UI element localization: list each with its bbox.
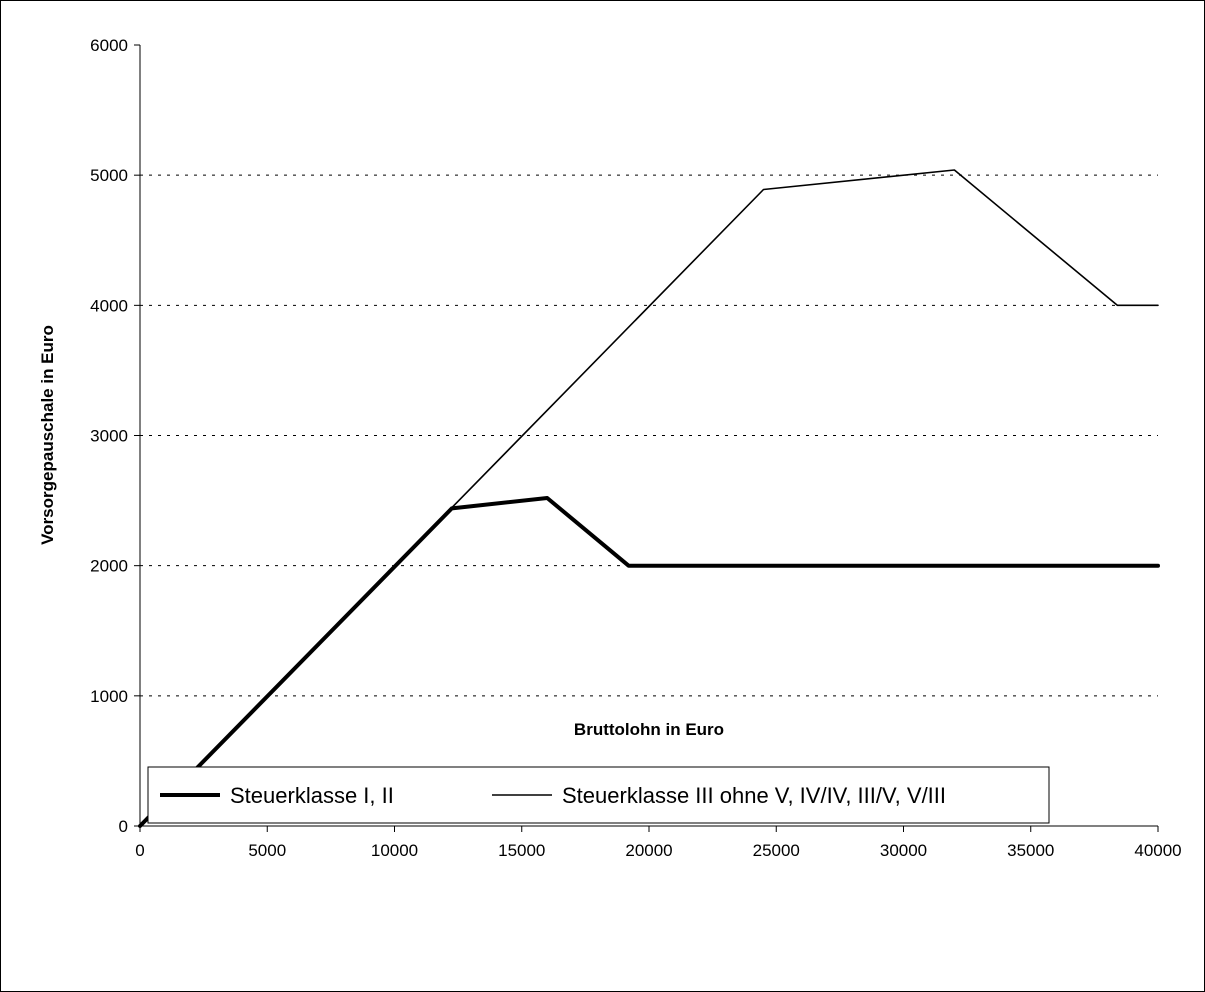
y-tick-label-5: 5000 xyxy=(90,166,128,185)
y-axis-title: Vorsorgepauschale in Euro xyxy=(38,325,57,545)
x-tick-label-5: 25000 xyxy=(753,841,800,860)
x-tick-label-0: 0 xyxy=(135,841,144,860)
x-ticks: 0 5000 10000 15000 20000 25000 30000 35000 40000 xyxy=(135,826,1181,860)
x-tick-label-6: 30000 xyxy=(880,841,927,860)
x-axis-title: Bruttolohn in Euro xyxy=(574,720,724,739)
y-tick-label-2: 2000 xyxy=(90,557,128,576)
x-tick-label-1: 5000 xyxy=(248,841,286,860)
x-tick-label-4: 20000 xyxy=(625,841,672,860)
x-tick-label-8: 40000 xyxy=(1134,841,1181,860)
y-tick-label-4: 4000 xyxy=(90,296,128,315)
legend-label-series-2: Steuerklasse III ohne V, IV/IV, III/V, V… xyxy=(562,783,946,808)
legend-label-series-1: Steuerklasse I, II xyxy=(230,783,394,808)
x-tick-label-3: 15000 xyxy=(498,841,545,860)
gridlines xyxy=(140,175,1158,696)
y-ticks: 0 1000 2000 3000 4000 5000 6000 xyxy=(90,36,140,836)
y-tick-label-3: 3000 xyxy=(90,427,128,446)
x-tick-label-7: 35000 xyxy=(1007,841,1054,860)
y-tick-label-6: 6000 xyxy=(90,36,128,55)
y-tick-label-0: 0 xyxy=(119,817,128,836)
legend: Steuerklasse I, II Steuerklasse III ohne… xyxy=(148,767,1049,823)
x-tick-label-2: 10000 xyxy=(371,841,418,860)
y-tick-label-1: 1000 xyxy=(90,687,128,706)
